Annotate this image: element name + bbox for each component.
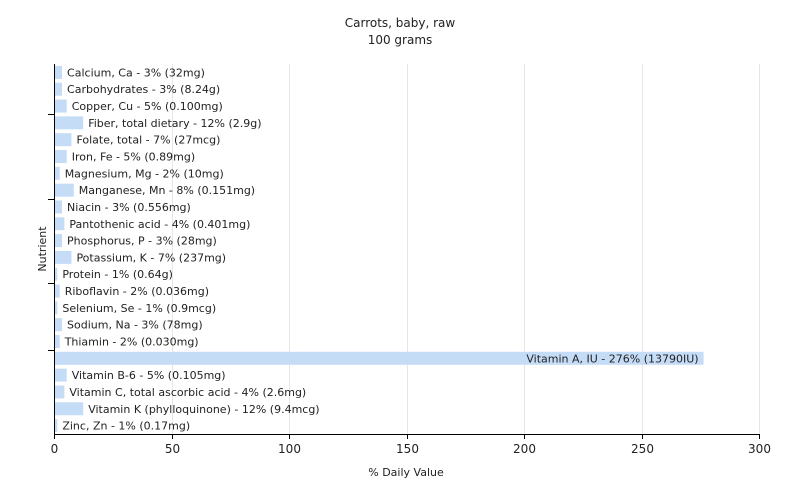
axes: 0 50 100 150 200 250 300	[48, 64, 771, 456]
bar-label: Riboflavin - 2% (0.036mg)	[65, 285, 209, 298]
bar-labels: Calcium, Ca - 3% (32mg) Carbohydrates - 3…	[62, 66, 698, 432]
bar-label: Iron, Fe - 5% (0.89mg)	[72, 151, 195, 164]
bar-label: Selenium, Se - 1% (0.9mcg)	[62, 302, 216, 315]
bar	[55, 402, 84, 416]
bar	[55, 200, 63, 214]
bar	[55, 368, 67, 382]
bar-label: Vitamin K (phylloquinone) - 12% (9.4mcg)	[88, 403, 319, 416]
bar	[55, 133, 72, 147]
bar-label: Sodium, Na - 3% (78mg)	[67, 319, 203, 332]
x-tick-label: 100	[278, 442, 301, 456]
bar	[55, 284, 60, 298]
bar	[55, 183, 74, 197]
bars	[55, 65, 704, 433]
bar	[55, 116, 84, 130]
x-tick-label: 50	[165, 442, 180, 456]
bar-label: Potassium, K - 7% (237mg)	[76, 251, 226, 264]
x-tick-label: 250	[631, 442, 654, 456]
bar	[55, 250, 72, 264]
bar-label: Folate, total - 7% (27mcg)	[76, 134, 220, 147]
bar	[55, 301, 58, 315]
x-tick-label: 0	[51, 442, 59, 456]
bar-label: Copper, Cu - 5% (0.100mg)	[72, 100, 223, 113]
bar-label: Carbohydrates - 3% (8.24g)	[67, 83, 220, 96]
bar-label: Niacin - 3% (0.556mg)	[67, 201, 191, 214]
bar	[55, 99, 67, 113]
bar-label: Fiber, total dietary - 12% (2.9g)	[88, 117, 261, 130]
bar-label: Calcium, Ca - 3% (32mg)	[67, 66, 205, 79]
x-axis-title: % Daily Value	[368, 466, 444, 479]
bar	[55, 351, 704, 365]
bar-label: Zinc, Zn - 1% (0.17mg)	[62, 420, 190, 433]
bar-label: Vitamin B-6 - 5% (0.105mg)	[72, 369, 226, 382]
bar	[55, 267, 58, 281]
bar	[55, 335, 60, 348]
bar-label: Thiamin - 2% (0.030mg)	[64, 336, 199, 349]
y-axis-title: Nutrient	[36, 226, 49, 272]
bar	[55, 217, 65, 231]
bar-label: Vitamin C, total ascorbic acid - 4% (2.6…	[69, 386, 306, 399]
bar	[55, 419, 58, 433]
bar-label: Phosphorus, P - 3% (28mg)	[67, 235, 217, 248]
bar	[55, 65, 63, 79]
bar-label: Protein - 1% (0.64g)	[62, 268, 173, 281]
bar-label: Magnesium, Mg - 2% (10mg)	[65, 167, 224, 180]
chart-subtitle: 100 grams	[368, 33, 433, 47]
x-tick-label: 200	[513, 442, 536, 456]
x-tick-label: 150	[396, 442, 419, 456]
bar	[55, 150, 67, 163]
bar	[55, 234, 63, 248]
bar-label: Vitamin A, IU - 276% (13790IU)	[526, 352, 698, 365]
bar	[55, 318, 63, 332]
chart-title: Carrots, baby, raw	[345, 16, 456, 30]
x-tick-label: 300	[748, 442, 771, 456]
bar-label: Manganese, Mn - 8% (0.151mg)	[79, 184, 255, 197]
bar	[55, 385, 65, 399]
bar	[55, 166, 60, 180]
bar-label: Pantothenic acid - 4% (0.401mg)	[69, 218, 250, 231]
bar	[55, 82, 63, 96]
gridlines	[172, 64, 760, 434]
